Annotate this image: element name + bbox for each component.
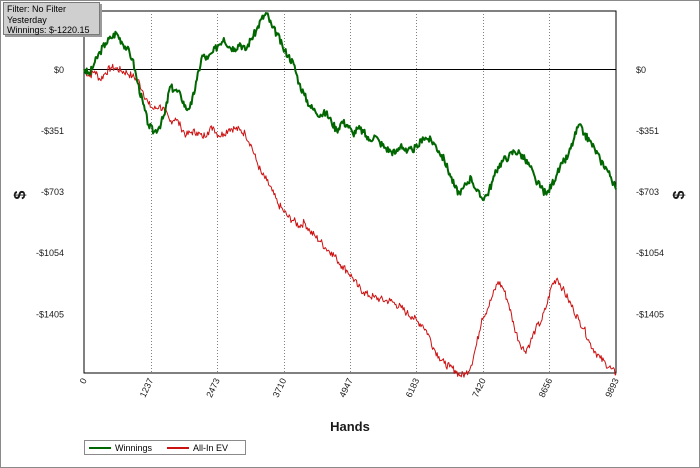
- x-tick-label: 8656: [537, 377, 555, 399]
- y-axis-title-right: $: [671, 190, 688, 199]
- y-tick-label-left: $0: [54, 65, 64, 75]
- x-tick-label: 4947: [337, 377, 355, 399]
- x-tick-label: 1237: [138, 377, 156, 399]
- legend-swatch-all-in-ev: [167, 447, 189, 449]
- legend-label-winnings: Winnings: [115, 443, 153, 453]
- x-tick-label: 9893: [603, 377, 621, 399]
- x-tick-label: 7420: [470, 377, 488, 399]
- chart-legend: Winnings All-In EV: [84, 440, 246, 455]
- period-label: Yesterday: [7, 14, 47, 25]
- y-tick-label-left: -$1054: [36, 248, 64, 258]
- x-tick-label: 2473: [204, 377, 222, 399]
- x-axis-title: Hands: [330, 419, 370, 434]
- legend-label-all-in-ev: All-In EV: [193, 443, 229, 453]
- y-tick-label-right: -$1054: [636, 248, 664, 258]
- y-tick-label-right: -$351: [636, 126, 659, 136]
- filter-label: Filter: No Filter: [7, 4, 67, 14]
- y-tick-label-left: -$1405: [36, 309, 64, 319]
- x-tick-label: 3710: [271, 377, 289, 399]
- y-tick-label-right: -$703: [636, 187, 659, 197]
- filter-info-box: Filter: No Filter Yesterday Winnings: $-…: [3, 2, 100, 35]
- series-line-winnings: [83, 12, 617, 202]
- legend-swatch-winnings: [89, 447, 111, 449]
- series-line-all-in-ev: [83, 63, 617, 378]
- y-axis-title-left: $: [12, 190, 29, 199]
- x-tick-label: 0: [78, 377, 89, 386]
- winnings-label: Winnings: $-1220.15: [7, 25, 90, 35]
- y-tick-label-right: $0: [636, 65, 646, 75]
- y-tick-label-left: -$351: [41, 126, 64, 136]
- y-tick-label-right: -$1405: [636, 309, 664, 319]
- y-tick-label-left: -$703: [41, 187, 64, 197]
- x-tick-label: 6183: [404, 377, 422, 399]
